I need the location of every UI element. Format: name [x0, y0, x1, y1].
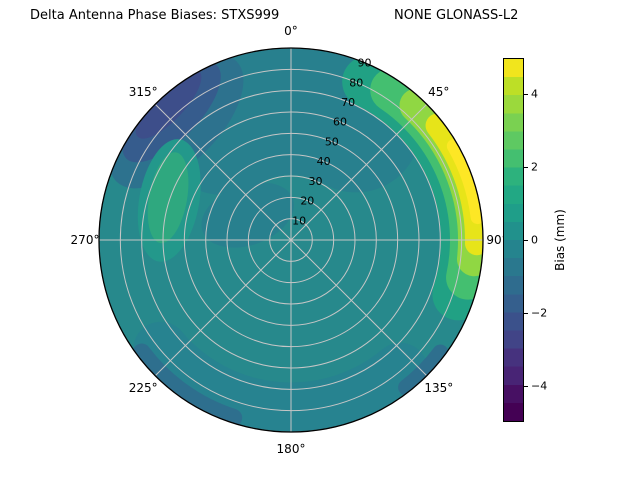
angular-tick-label: 0°: [284, 24, 298, 38]
title-signal: NONE GLONASS-L2: [394, 8, 519, 23]
colorbar-tick-mark: [524, 167, 528, 169]
radial-tick-label: 50: [325, 135, 339, 148]
colorbar-tick-label: 0: [531, 233, 538, 247]
angular-grid-spoke: [154, 103, 292, 241]
contour-region: [132, 343, 243, 427]
contour-region: [133, 321, 428, 432]
contour-region: [398, 344, 449, 396]
contour-region: [446, 139, 483, 225]
polar-grid: [98, 47, 484, 433]
contour-region: [201, 182, 294, 248]
radial-tick-label: 60: [333, 116, 347, 129]
radial-tick-label: 70: [341, 96, 355, 109]
contour-region: [157, 48, 421, 195]
radial-tick-label: 30: [308, 175, 322, 188]
colorbar-tick-mark: [524, 94, 528, 96]
polar-outline: [98, 47, 484, 433]
radial-tick-label: 10: [292, 214, 306, 227]
colorbar-tick-mark: [524, 312, 528, 314]
angular-grid-spoke: [290, 239, 428, 377]
colorbar-tick-label: 4: [531, 87, 538, 101]
radial-tick-label: 40: [317, 155, 331, 168]
angular-grid-spoke: [154, 239, 292, 377]
contour-region: [135, 69, 202, 139]
angular-tick-label: 90°: [486, 233, 507, 247]
angular-tick-label: 270°: [71, 233, 100, 247]
angular-tick-label: 45°: [428, 85, 449, 99]
angular-tick-label: 135°: [424, 381, 453, 395]
colorbar-gradient: [503, 58, 524, 422]
radial-tick-label: 90: [357, 57, 371, 70]
angular-tick-label: 225°: [129, 381, 158, 395]
colorbar-tick-mark: [524, 385, 528, 387]
angular-grid-spoke: [290, 103, 428, 241]
colorbar-tick-label: −2: [531, 306, 548, 320]
colorbar-tick-label: 2: [531, 160, 538, 174]
title-station: Delta Antenna Phase Biases: STXS999: [30, 8, 280, 23]
figure-title: Delta Antenna Phase Biases: STXS999 NONE…: [0, 8, 640, 28]
angular-tick-label: 315°: [129, 85, 158, 99]
colorbar-label: Bias (mm): [553, 209, 567, 271]
angular-tick-label: 180°: [277, 442, 306, 456]
colorbar-tick-mark: [524, 240, 528, 241]
radial-tick-label: 20: [300, 195, 314, 208]
radial-tick-label: 80: [349, 76, 363, 89]
contour-region: [147, 152, 189, 244]
colorbar-tick-label: −4: [531, 379, 548, 393]
